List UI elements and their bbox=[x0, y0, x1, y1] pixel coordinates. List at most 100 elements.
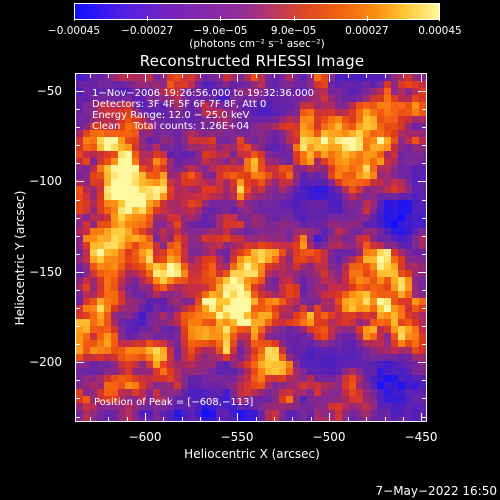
heatmap-cell bbox=[307, 417, 315, 421]
heatmap-cell bbox=[342, 116, 350, 124]
heatmap-cell bbox=[370, 375, 378, 383]
heatmap-cell bbox=[188, 151, 196, 159]
heatmap-cell bbox=[223, 382, 231, 390]
heatmap-cell bbox=[412, 396, 420, 404]
heatmap-cell bbox=[377, 200, 385, 208]
heatmap-cell bbox=[419, 277, 426, 285]
heatmap-cell bbox=[356, 116, 364, 124]
heatmap-cell bbox=[272, 270, 280, 278]
heatmap-cell bbox=[405, 88, 413, 96]
heatmap-cell bbox=[363, 403, 371, 411]
heatmap-cell bbox=[216, 207, 224, 215]
heatmap-cell bbox=[104, 200, 112, 208]
heatmap-cell bbox=[195, 256, 203, 264]
heatmap-cell bbox=[265, 109, 273, 117]
heatmap-cell bbox=[202, 228, 210, 236]
heatmap-cell bbox=[377, 179, 385, 187]
heatmap-cell bbox=[132, 319, 140, 327]
heatmap-cell bbox=[223, 333, 231, 341]
heatmap-cell bbox=[370, 361, 378, 369]
heatmap-cell bbox=[83, 221, 91, 229]
heatmap-cell bbox=[83, 333, 91, 341]
heatmap-cell bbox=[167, 270, 175, 278]
heatmap-cell bbox=[167, 410, 175, 418]
heatmap-cell bbox=[76, 263, 84, 271]
heatmap-cell bbox=[188, 284, 196, 292]
heatmap-cell bbox=[118, 151, 126, 159]
colorbar-tick-label: −9.0e−05 bbox=[193, 25, 248, 37]
heatmap-cell bbox=[272, 403, 280, 411]
heatmap-cell bbox=[384, 116, 392, 124]
heatmap-cell bbox=[188, 312, 196, 320]
heatmap-cell bbox=[195, 403, 203, 411]
heatmap-cell bbox=[202, 130, 210, 138]
heatmap-cell bbox=[314, 144, 322, 152]
heatmap-cell bbox=[363, 256, 371, 264]
axis-tick bbox=[422, 236, 426, 237]
heatmap-cell bbox=[349, 256, 357, 264]
heatmap-cell bbox=[153, 277, 161, 285]
heatmap-cell bbox=[328, 186, 336, 194]
heatmap-cell bbox=[370, 270, 378, 278]
heatmap-cell bbox=[83, 249, 91, 257]
heatmap-cell bbox=[125, 235, 133, 243]
heatmap-cell bbox=[370, 95, 378, 103]
axis-tick bbox=[163, 417, 164, 421]
heatmap-cell bbox=[167, 186, 175, 194]
heatmap-cell bbox=[405, 109, 413, 117]
heatmap-cell bbox=[307, 382, 315, 390]
heatmap-cell bbox=[272, 305, 280, 313]
heatmap-cell bbox=[118, 207, 126, 215]
heatmap-cell bbox=[125, 130, 133, 138]
heatmap-cell bbox=[419, 221, 426, 229]
heatmap-cell bbox=[300, 277, 308, 285]
heatmap-cell bbox=[377, 403, 385, 411]
heatmap-cell bbox=[230, 242, 238, 250]
heatmap-cell bbox=[370, 298, 378, 306]
heatmap-cell bbox=[160, 179, 168, 187]
heatmap-cell bbox=[104, 102, 112, 110]
heatmap-cell bbox=[97, 165, 105, 173]
heatmap-cell bbox=[244, 312, 252, 320]
heatmap-cell bbox=[244, 235, 252, 243]
heatmap-cell bbox=[377, 319, 385, 327]
heatmap-cell bbox=[349, 417, 357, 421]
heatmap-cell bbox=[160, 256, 168, 264]
heatmap-cell bbox=[174, 417, 182, 421]
heatmap-cell bbox=[356, 123, 364, 131]
heatmap-cell bbox=[188, 368, 196, 376]
heatmap-cell bbox=[97, 116, 105, 124]
heatmap-cell bbox=[370, 319, 378, 327]
heatmap-cell bbox=[384, 200, 392, 208]
heatmap-cell bbox=[230, 396, 238, 404]
heatmap-cell bbox=[412, 95, 420, 103]
heatmap-cell bbox=[111, 102, 119, 110]
heatmap-cell bbox=[202, 319, 210, 327]
heatmap-cell bbox=[111, 263, 119, 271]
heatmap-cell bbox=[412, 158, 420, 166]
heatmap-cell bbox=[111, 368, 119, 376]
heatmap-cell bbox=[188, 375, 196, 383]
heatmap-cell bbox=[167, 207, 175, 215]
heatmap-cell bbox=[391, 130, 399, 138]
heatmap-cell bbox=[328, 312, 336, 320]
heatmap-cell bbox=[258, 249, 266, 257]
heatmap-cell bbox=[349, 326, 357, 334]
heatmap-cell bbox=[181, 347, 189, 355]
heatmap-cell bbox=[111, 193, 119, 201]
heatmap-cell bbox=[286, 340, 294, 348]
heatmap-cell bbox=[216, 144, 224, 152]
heatmap-cell bbox=[307, 88, 315, 96]
heatmap-cell bbox=[90, 305, 98, 313]
heatmap-cell bbox=[293, 88, 301, 96]
heatmap-cell bbox=[132, 179, 140, 187]
heatmap-cell bbox=[251, 319, 259, 327]
heatmap-cell bbox=[153, 102, 161, 110]
heatmap-cell bbox=[125, 116, 133, 124]
heatmap-cell bbox=[405, 326, 413, 334]
heatmap-cell bbox=[181, 165, 189, 173]
heatmap-cell bbox=[188, 137, 196, 145]
heatmap-cell bbox=[300, 298, 308, 306]
heatmap-cell bbox=[272, 235, 280, 243]
heatmap-cell bbox=[139, 340, 147, 348]
